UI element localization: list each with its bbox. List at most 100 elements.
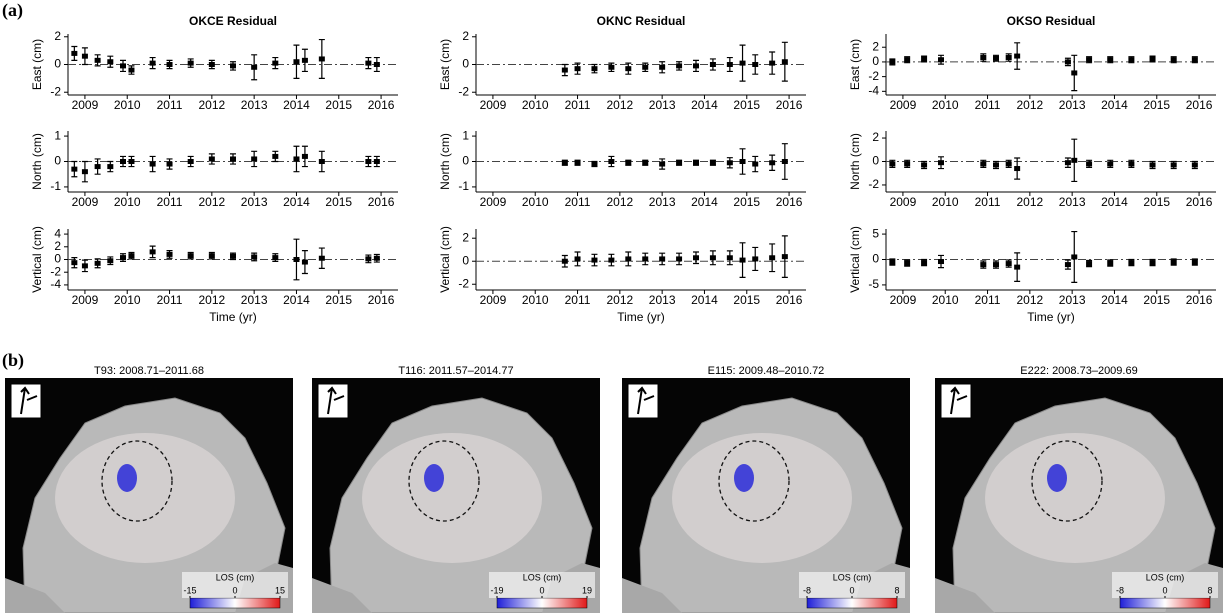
data-point <box>608 258 614 263</box>
chart-title: OKSO Residual <box>1007 14 1096 28</box>
colorbar-label: LOS (cm) <box>216 572 255 582</box>
data-point <box>993 262 999 267</box>
x-tick-label: 2010 <box>522 195 549 209</box>
colorbar-tick-label: 8 <box>1207 585 1212 595</box>
data-point <box>659 65 665 70</box>
data-point <box>230 254 236 259</box>
data-point <box>1150 163 1156 168</box>
data-point <box>921 260 927 265</box>
data-point <box>128 253 134 258</box>
data-point <box>1006 55 1012 60</box>
x-tick-label: 2012 <box>198 293 225 307</box>
y-axis-label: East (cm) <box>438 39 452 90</box>
data-point <box>167 252 173 257</box>
x-tick-label: 2013 <box>649 195 676 209</box>
x-tick-label: 2014 <box>283 98 310 112</box>
data-point <box>128 159 134 164</box>
x-tick-label: 2012 <box>606 195 633 209</box>
data-point <box>642 160 648 165</box>
data-point <box>1128 57 1134 62</box>
data-point <box>188 159 194 164</box>
data-point <box>302 154 308 159</box>
y-axis-label: North (cm) <box>438 133 452 190</box>
data-point <box>727 160 733 165</box>
data-point <box>625 160 631 165</box>
data-point <box>319 159 325 164</box>
y-tick-label: -2 <box>50 84 61 98</box>
data-point <box>782 59 788 64</box>
colorbar-tick-label: 8 <box>894 585 899 595</box>
data-point <box>272 255 278 260</box>
y-tick-label: 0 <box>462 253 469 267</box>
y-tick-label: -4 <box>868 83 879 97</box>
data-point <box>1192 57 1198 62</box>
y-axis-label: Vertical (cm) <box>30 226 44 293</box>
data-point <box>1086 261 1092 266</box>
y-tick-label: 1 <box>462 128 469 142</box>
data-point <box>676 63 682 68</box>
panel-label: (a) <box>2 0 23 21</box>
y-tick-label: 0 <box>54 154 61 168</box>
data-point <box>293 156 299 161</box>
x-tick-label: 2011 <box>157 98 183 112</box>
data-point <box>904 261 910 266</box>
x-tick-label: 2011 <box>157 293 183 307</box>
data-point <box>82 169 88 174</box>
data-point <box>302 58 308 63</box>
x-tick-label: 2016 <box>776 195 803 209</box>
data-point <box>562 160 568 165</box>
deformation-zone <box>55 433 235 563</box>
x-tick-label: 2010 <box>522 293 549 307</box>
x-tick-label: 2010 <box>932 98 959 112</box>
x-tick-label: 2013 <box>241 293 268 307</box>
x-tick-label: 2013 <box>649 293 676 307</box>
data-point <box>107 59 113 64</box>
x-tick-label: 2013 <box>241 195 268 209</box>
data-point <box>752 62 758 67</box>
x-tick-label: 2009 <box>72 98 99 112</box>
data-point <box>302 260 308 265</box>
y-tick-label: 2 <box>872 130 879 144</box>
data-point <box>95 58 101 63</box>
data-point <box>980 55 986 60</box>
y-axis-label: East (cm) <box>30 39 44 90</box>
data-point <box>591 162 597 167</box>
data-point <box>752 256 758 261</box>
colorbar-tick-label: 0 <box>849 585 854 595</box>
data-point <box>782 254 788 259</box>
x-tick-label: 2015 <box>733 195 760 209</box>
x-tick-label: 2012 <box>1016 195 1043 209</box>
data-point <box>980 262 986 267</box>
subsidence-patch <box>117 464 137 492</box>
y-tick-label: 0 <box>872 154 879 168</box>
data-point <box>693 160 699 165</box>
data-point <box>150 61 156 66</box>
x-tick-label: 2015 <box>1143 195 1170 209</box>
data-point <box>1107 161 1113 166</box>
data-point <box>904 57 910 62</box>
data-point <box>107 258 113 263</box>
data-point <box>1086 57 1092 62</box>
data-point <box>71 167 77 172</box>
x-tick-label: 2009 <box>72 293 99 307</box>
data-point <box>1107 57 1113 62</box>
colorbar <box>1120 598 1210 608</box>
data-point <box>1071 70 1077 75</box>
data-point <box>921 163 927 168</box>
colorbar-tick-label: -15 <box>183 585 196 595</box>
data-point <box>591 258 597 263</box>
x-tick-label: 2012 <box>606 293 633 307</box>
deformation-zone <box>362 433 542 563</box>
data-point <box>1006 161 1012 166</box>
data-point <box>1071 158 1077 163</box>
x-tick-label: 2016 <box>368 195 395 209</box>
x-tick-label: 2011 <box>975 98 1001 112</box>
colorbar-tick-label: -8 <box>1116 585 1124 595</box>
y-tick-label: -1 <box>50 179 61 193</box>
x-tick-label: 2012 <box>198 195 225 209</box>
x-tick-label: 2016 <box>368 98 395 112</box>
data-point <box>1107 261 1113 266</box>
colorbar-label: LOS (cm) <box>833 572 872 582</box>
x-tick-label: 2014 <box>691 195 718 209</box>
colorbar-tick-label: 19 <box>582 585 592 595</box>
